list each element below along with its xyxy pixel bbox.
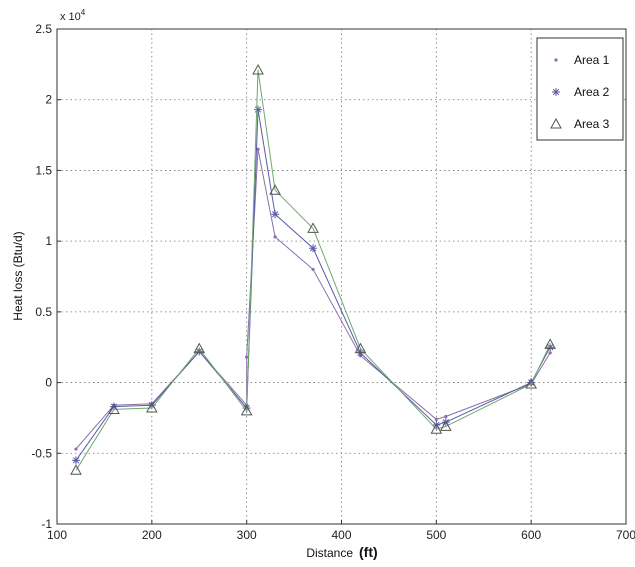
legend-marker (552, 88, 560, 96)
y-tick-label: 2.5 (35, 22, 52, 36)
x-tick-label: 100 (47, 528, 67, 542)
data-point (145, 401, 158, 413)
data-point (548, 351, 552, 355)
data-point (434, 417, 438, 421)
data-point (245, 355, 249, 359)
legend-label: Area 1 (574, 53, 610, 67)
y-tick-label: 2 (45, 93, 52, 107)
data-point (311, 267, 315, 272)
y-multiplier-label: x 104 (60, 8, 86, 23)
y-tick-label: 0.5 (35, 305, 52, 319)
series-group (70, 63, 556, 475)
data-point (256, 147, 260, 151)
data-point (525, 377, 538, 389)
series-3 (70, 63, 556, 475)
data-point (108, 403, 120, 414)
y-tick-label: 0 (45, 376, 52, 390)
tick-labels: 100 200 300 400 500 600 700 -1 -0.5 0 0.5 1 1.5 2 2.5 (31, 22, 635, 542)
data-point (71, 456, 80, 465)
legend: Area 1 Area 2 Area 3 (536, 37, 624, 141)
x-tick-label: 700 (616, 528, 635, 542)
x-tick-label: 500 (426, 528, 446, 542)
x-axis-label: Distance (ft) (306, 544, 377, 560)
data-point (70, 464, 82, 475)
legend-marker (554, 58, 558, 62)
y-tick-label: 1 (45, 234, 52, 248)
data-point (193, 342, 206, 354)
series-line (75, 69, 551, 471)
data-point (439, 420, 452, 431)
legend-item: Area 3 (550, 117, 610, 131)
legend-marker (550, 117, 562, 129)
data-point (273, 235, 277, 239)
x-tick-label: 300 (237, 528, 257, 542)
legend-items: Area 1 Area 2 Area 3 (550, 53, 610, 131)
legend-label: Area 3 (574, 117, 610, 131)
y-tick-label: 1.5 (35, 163, 52, 177)
x-tick-label: 600 (521, 528, 541, 542)
y-tick-label: -1 (41, 517, 52, 531)
y-axis-label: Heat loss (Btu/d) (11, 231, 25, 320)
legend-label: Area 2 (574, 85, 610, 99)
legend-item: Area 2 (552, 85, 610, 99)
legend-box (536, 37, 624, 141)
data-point (309, 244, 318, 253)
data-point (354, 342, 367, 354)
x-tick-label: 400 (331, 528, 351, 542)
data-point (269, 184, 281, 195)
data-point (252, 63, 264, 75)
data-point (74, 447, 78, 451)
legend-item: Area 1 (554, 53, 610, 67)
y-tick-label: -0.5 (31, 446, 52, 460)
data-point (430, 423, 443, 434)
data-point (271, 210, 280, 219)
grid-lines (56, 28, 627, 525)
data-point (444, 414, 448, 419)
data-point (307, 222, 319, 233)
x-tick-label: 200 (142, 528, 162, 542)
data-point (240, 404, 253, 416)
series-line (75, 149, 551, 450)
data-point (544, 338, 556, 349)
